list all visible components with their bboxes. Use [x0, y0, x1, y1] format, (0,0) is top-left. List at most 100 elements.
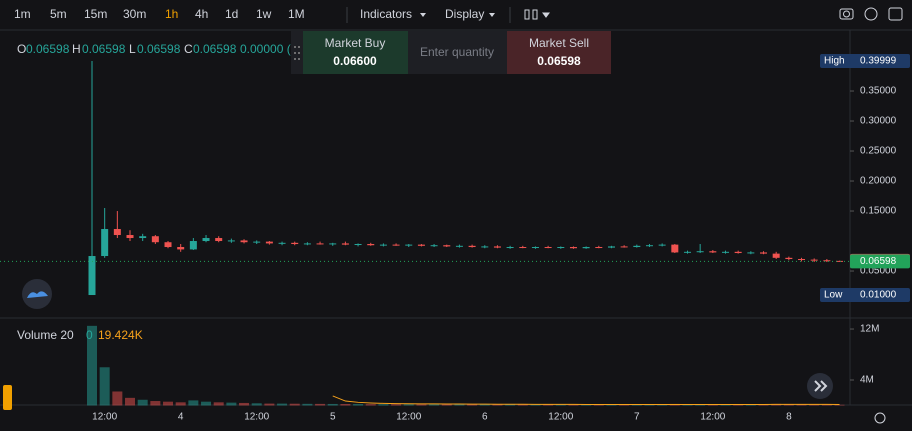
candle-body	[671, 244, 679, 253]
volume-bar	[302, 403, 313, 406]
legend-value: 0.06598	[26, 42, 70, 56]
price-label-bg	[850, 254, 910, 269]
volume-bar	[353, 404, 364, 406]
dropdown-arrow	[420, 13, 426, 17]
candle-body	[177, 247, 185, 250]
x-tick-label: 12:00	[92, 412, 117, 423]
interval-button[interactable]: 1d	[225, 7, 238, 21]
price-label-bg	[820, 54, 910, 69]
volume-bar	[733, 404, 744, 406]
candle-body	[658, 244, 666, 246]
price-label-name: High	[824, 56, 845, 67]
candle-body	[645, 245, 653, 247]
legend-value: 0.06598	[82, 42, 126, 56]
candle-body	[481, 246, 489, 248]
candle-body	[126, 235, 134, 239]
volume-bar	[188, 400, 199, 406]
volume-bar	[315, 403, 326, 406]
settings-button[interactable]	[864, 7, 878, 21]
indicators-button[interactable]: Indicators	[360, 7, 412, 21]
candle-body	[240, 240, 248, 243]
candle-body	[569, 247, 577, 249]
candle-body	[633, 245, 641, 248]
price-label-value: 0.39999	[860, 56, 897, 67]
volume-bar	[403, 404, 414, 406]
candle-body	[367, 244, 375, 246]
volume-bar	[821, 404, 832, 406]
legend-value: 0.06598	[193, 42, 237, 56]
volume-ma-line	[332, 395, 840, 405]
legend-key: H	[72, 42, 81, 56]
volume-bar	[340, 404, 351, 406]
buy-label: Market Buy	[325, 36, 386, 50]
candle-body	[747, 252, 755, 254]
settings-icon[interactable]	[874, 412, 886, 424]
candle-body	[215, 238, 223, 242]
chart-type-button[interactable]	[524, 9, 550, 20]
y-tick-label: 0.20000	[860, 176, 897, 187]
candle-body	[227, 240, 235, 242]
sell-button[interactable]	[507, 31, 611, 74]
candle-body	[443, 245, 451, 247]
price-label: 0.06598	[850, 254, 910, 269]
interval-button[interactable]: 5m	[50, 7, 67, 21]
x-tick-label: 8	[786, 412, 792, 423]
candle-body	[316, 243, 324, 245]
candle-body	[557, 247, 565, 249]
candle-body	[189, 241, 197, 250]
candle-body	[620, 246, 628, 248]
interval-button[interactable]: 1M	[288, 7, 305, 21]
scroll-icon	[814, 380, 828, 392]
volume-bar	[327, 403, 338, 406]
candle-body	[722, 251, 729, 253]
screenshot-button[interactable]	[839, 8, 854, 20]
display-button[interactable]: Display	[445, 7, 484, 21]
interval-button[interactable]: 15m	[84, 7, 107, 21]
quantity-input[interactable]: Enter quantity	[420, 45, 494, 59]
interval-button[interactable]: 4h	[195, 7, 208, 21]
volume-bar	[365, 404, 376, 406]
volume-bar	[416, 404, 427, 406]
interval-button[interactable]: 1w	[256, 7, 272, 21]
sell-price: 0.06598	[537, 54, 581, 68]
x-tick-label: 6	[482, 412, 488, 423]
volume-bar	[429, 404, 440, 406]
candle-body	[430, 245, 438, 247]
volume-bar	[517, 404, 528, 406]
x-tick-label: 4	[178, 412, 184, 423]
candle-body	[595, 247, 603, 249]
candle-body	[417, 244, 425, 246]
candle-body	[278, 242, 286, 244]
candle-body	[519, 247, 527, 249]
fullscreen-button[interactable]	[888, 7, 903, 21]
volume-bar	[606, 404, 617, 406]
price-label-name: Low	[824, 290, 843, 301]
interval-button[interactable]: 30m	[123, 7, 146, 21]
candle-body	[607, 246, 615, 248]
volume-bar	[289, 403, 300, 406]
candle-body	[696, 251, 704, 253]
volume-bar	[505, 404, 516, 406]
side-tab[interactable]	[3, 385, 12, 410]
interval-button[interactable]: 1h	[165, 7, 178, 21]
volume-bar	[619, 404, 630, 406]
candle-body	[101, 229, 109, 257]
x-tick-label: 12:00	[700, 412, 725, 423]
volume-bar	[163, 401, 174, 406]
buy-button[interactable]	[303, 31, 408, 74]
candle-body	[303, 243, 311, 245]
volume-bar	[530, 404, 541, 406]
price-label: High 0.39999	[820, 54, 910, 69]
drag-handle[interactable]	[294, 46, 300, 60]
x-tick-label: 7	[634, 412, 640, 423]
legend-value: 0.06598	[137, 42, 181, 56]
candle-body	[734, 251, 742, 254]
candle-body	[379, 244, 387, 246]
candle-body	[88, 256, 96, 296]
volume-bar	[226, 402, 237, 406]
interval-button[interactable]: 1m	[14, 7, 31, 21]
y2-tick-label: 12M	[860, 324, 879, 335]
candle-body	[836, 260, 844, 262]
volume-bar	[707, 404, 718, 406]
